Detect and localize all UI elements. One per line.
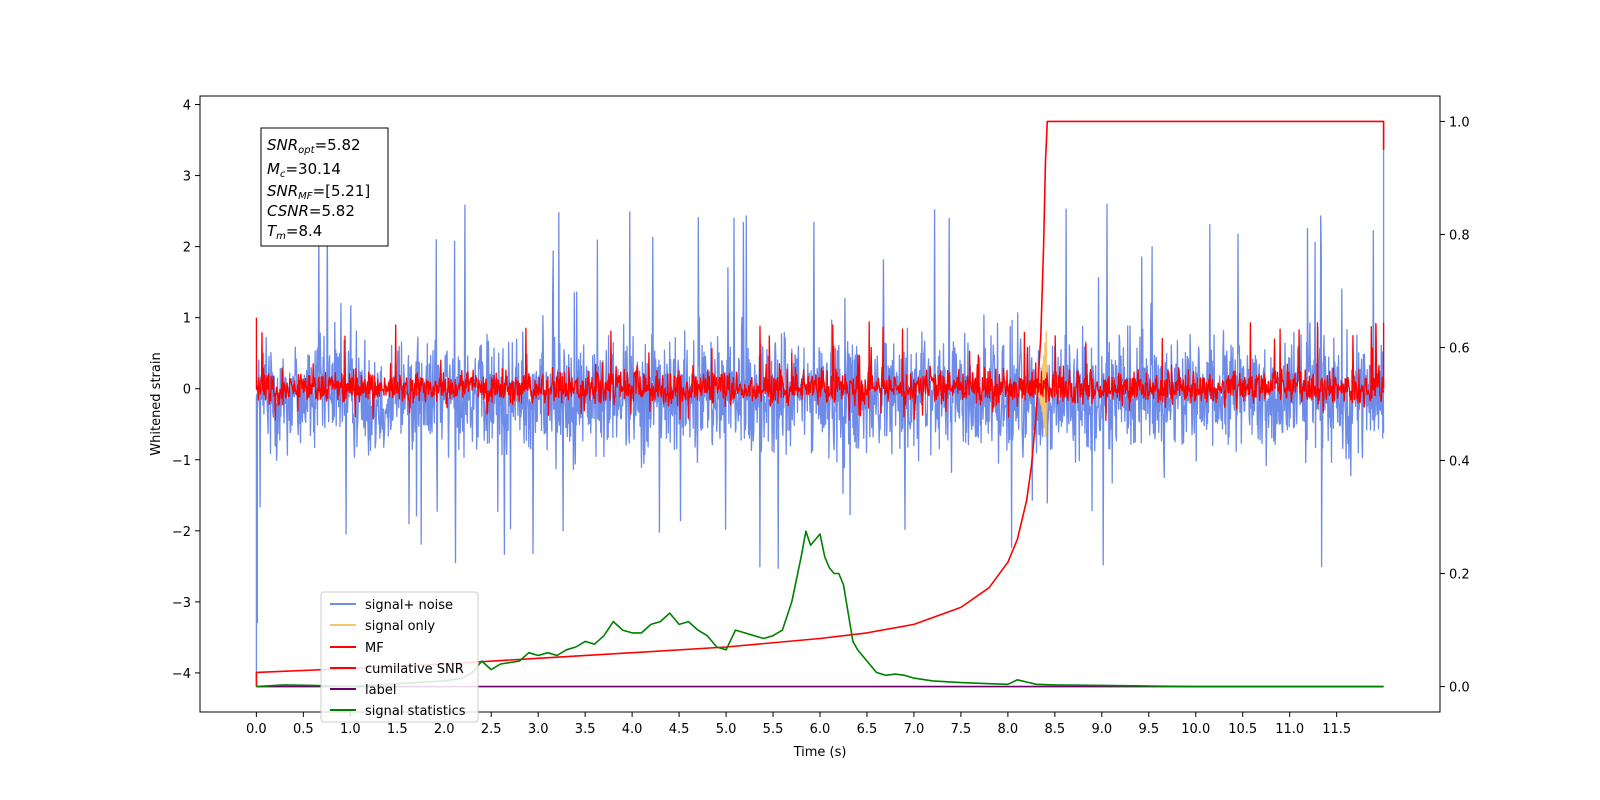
annotation-frame [260, 127, 389, 247]
y2-tick-label: 0.4 [1449, 455, 1470, 470]
x-axis: 0.0 0.5 1.0 1.5 2.0 2.5 3.0 3.5 4.0 4.5 5.0 5.5 6.0 6… [246, 712, 1351, 737]
x-tick-label: 3.5 [575, 722, 596, 737]
y2-tick-label: 0.6 [1449, 341, 1470, 356]
y-tick-label: 4 [183, 99, 191, 114]
x-tick-label: 7.5 [951, 722, 972, 737]
y-tick-label: 1 [183, 312, 191, 327]
annotation-line: SNRopt=5.82 [267, 136, 361, 156]
series-signal-statistics [256, 530, 1384, 688]
y-tick-label: 2 [183, 241, 191, 256]
x-tick-label: 8.5 [1045, 722, 1066, 737]
legend-item: label [330, 683, 396, 698]
x-tick-label: 6.5 [857, 722, 878, 737]
x-tick-label: 5.0 [716, 722, 737, 737]
annotation-line: Tm=8.4 [267, 222, 322, 242]
y-tick-label: −3 [172, 596, 191, 611]
annotation-box: SNRopt=5.82 Mc=30.14 SNRMF=[5.21] CSNR=5… [260, 127, 389, 247]
annotation-line: Mc=30.14 [267, 160, 341, 180]
series-signal-noise [255, 125, 1385, 673]
x-tick-label: 3.0 [528, 722, 549, 737]
legend-item: signal+ noise [330, 598, 453, 613]
x-tick-label: 9.0 [1091, 722, 1112, 737]
x-tick-label: 0.0 [246, 722, 267, 737]
legend-label: label [365, 683, 396, 698]
legend-label: cumilative SNR [365, 662, 464, 677]
y-axis-left: −4 −3 −2 −1 0 1 2 3 4 [172, 99, 200, 682]
x-tick-label: 7.0 [904, 722, 925, 737]
x-tick-label: 5.5 [763, 722, 784, 737]
legend-item: signal statistics [330, 704, 466, 719]
x-tick-label: 2.0 [434, 722, 455, 737]
legend-item: cumilative SNR [330, 662, 464, 677]
x-tick-label: 10.5 [1228, 722, 1257, 737]
y2-tick-label: 0.2 [1449, 568, 1470, 583]
x-tick-label: 10.0 [1181, 722, 1210, 737]
y-tick-label: −2 [172, 525, 191, 540]
y-tick-label: −4 [172, 667, 191, 682]
y-tick-label: 3 [183, 170, 191, 185]
legend-label: signal+ noise [365, 598, 453, 613]
legend-label: signal only [365, 619, 435, 634]
x-tick-label: 9.5 [1138, 722, 1159, 737]
annotation-line: CSNR=5.82 [267, 202, 355, 220]
x-tick-label: 4.5 [669, 722, 690, 737]
legend-item: MF [330, 641, 384, 656]
x-tick-label: 1.0 [340, 722, 361, 737]
y-axis-label: Whitened strain [149, 352, 164, 455]
annotation-line: SNRMF=[5.21] [267, 182, 370, 202]
x-tick-label: 4.0 [622, 722, 643, 737]
y2-tick-label: 0.8 [1449, 228, 1470, 243]
x-axis-label: Time (s) [793, 745, 847, 760]
x-tick-label: 0.5 [293, 722, 314, 737]
x-tick-label: 2.5 [481, 722, 502, 737]
legend-label: MF [365, 641, 384, 656]
x-tick-label: 11.5 [1322, 722, 1351, 737]
legend: signal+ noise signal only MF cumilative … [320, 591, 479, 723]
y2-tick-label: 1.0 [1449, 115, 1470, 130]
legend-item: signal only [330, 619, 435, 634]
x-tick-label: 11.0 [1275, 722, 1304, 737]
y-tick-label: −1 [172, 454, 191, 469]
legend-label: signal statistics [365, 704, 466, 719]
x-tick-label: 6.0 [810, 722, 831, 737]
x-tick-label: 1.5 [387, 722, 408, 737]
y-tick-label: 0 [183, 383, 191, 398]
legend-frame [320, 591, 479, 723]
x-tick-label: 8.0 [998, 722, 1019, 737]
y2-tick-label: 0.0 [1449, 681, 1470, 696]
series-mf [255, 317, 1385, 422]
y-axis-right: 0.0 0.2 0.4 0.6 0.8 1.0 [1440, 115, 1470, 696]
series-cumilative-snr [255, 120, 1385, 687]
